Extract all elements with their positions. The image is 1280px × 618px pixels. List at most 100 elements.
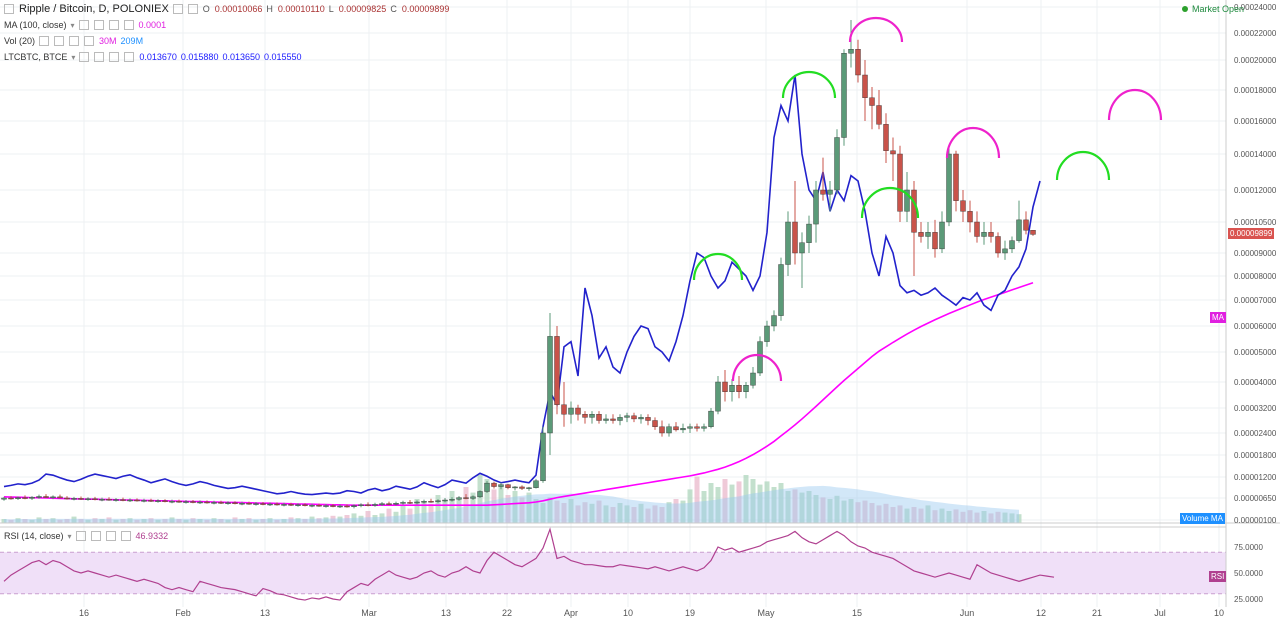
volume-bar [652,505,658,523]
rsi-line [3,527,1055,601]
eye-icon[interactable] [39,36,50,46]
settings-icon[interactable] [90,531,101,541]
rsi-band [0,552,1226,594]
volume-bar [358,515,364,523]
volume-bar [155,519,161,523]
chevron-down-icon[interactable]: ▾ [67,531,72,541]
volume-bar [281,519,287,523]
candle-body [981,232,987,237]
plus-icon[interactable] [105,531,116,541]
volume-bar [316,518,322,523]
close-icon[interactable] [187,4,198,14]
chart-title-row: Ripple / Bitcoin, D, POLONIEX O 0.000100… [4,2,449,16]
candle-body [484,482,490,492]
indicator-vol-row[interactable]: Vol (20) 30M 209M [4,34,143,48]
annotation-arcs [692,16,1163,382]
eye-icon[interactable] [78,20,89,30]
annotation-arc [692,252,744,281]
candle-body [680,428,686,431]
volume-bar [183,519,189,523]
volume-bar [64,519,70,523]
candle-body [939,221,945,250]
x-tick-label: 21 [1092,608,1102,618]
price-tick-label: 0.00020000 [1234,56,1277,65]
market-status: Market Open [1181,4,1244,14]
candle-body [589,414,595,418]
candle-body [358,504,364,506]
candle-body [400,502,406,504]
candle-body [1002,248,1008,254]
chevron-down-icon[interactable]: ▾ [71,52,76,62]
annotation-arc [860,186,920,219]
candle-body [729,385,735,392]
candle-body [512,486,518,489]
price-tick-label: 0.00001200 [1234,473,1277,482]
settings-icon[interactable] [54,36,65,46]
plus-icon[interactable] [69,36,80,46]
eye-icon[interactable] [79,52,90,62]
volume-bar [855,502,861,523]
volume-bar [1016,514,1022,523]
candle-body [323,505,329,507]
candle-body [960,200,966,212]
candle-body [554,336,560,405]
volume-bar [505,495,511,523]
rsi-legend[interactable]: RSI (14, close) ▾ 46.9332 [4,531,168,541]
candle-body [43,496,49,498]
candle-body [190,501,196,503]
candle-body [862,74,868,98]
close-icon[interactable] [124,52,135,62]
candle-body [141,500,147,502]
volume-bar [736,481,742,523]
volume-bar [204,519,210,523]
indicator-ma-row[interactable]: MA (100, close) ▾ 0.0001 [4,18,166,32]
candle-body [92,498,98,500]
rsi-label: RSI (14, close) [4,531,64,541]
volume-bar [428,503,434,523]
close-icon[interactable] [84,36,95,46]
plus-icon[interactable] [108,20,119,30]
close-label: C [390,4,397,14]
candle-body [792,221,798,254]
candle-body [995,236,1001,254]
volume-bar [8,519,14,523]
volume-bar [582,502,588,523]
volume-bar [113,519,119,523]
candle-body [694,426,700,429]
collapse-icon[interactable] [4,4,14,14]
settings-icon[interactable] [94,52,105,62]
volume-bar [211,518,217,523]
volume-bar [694,476,700,523]
volume-bar [218,519,224,523]
volume-bar [78,519,84,523]
settings-icon[interactable] [172,4,183,14]
candle-body [715,381,721,412]
volume-bar [554,500,560,523]
plus-icon[interactable] [109,52,120,62]
candle-body [820,189,826,195]
eye-icon[interactable] [75,531,86,541]
annotation-arc [1107,88,1163,121]
close-icon[interactable] [123,20,134,30]
volume-bar [932,510,938,523]
volume-bar [533,499,539,523]
volume-bar [169,517,175,523]
volume-bar [631,507,637,523]
candle-body [414,501,420,504]
volume-bar [743,475,749,523]
volume-bar [1002,512,1008,523]
close-icon[interactable] [120,531,131,541]
annotation-arc [781,70,837,99]
volume-bar [435,495,441,523]
candle-body [904,189,910,212]
candle-body [1030,230,1036,235]
candle-body [456,497,462,500]
settings-icon[interactable] [93,20,104,30]
indicator-ltc-row[interactable]: LTCBTC, BTCE ▾ 0.013670 0.015880 0.01365… [4,50,302,64]
volume-bar [680,500,686,523]
chevron-down-icon[interactable]: ▾ [70,20,75,30]
x-tick-label: 13 [260,608,270,618]
volume-bar [36,517,42,523]
